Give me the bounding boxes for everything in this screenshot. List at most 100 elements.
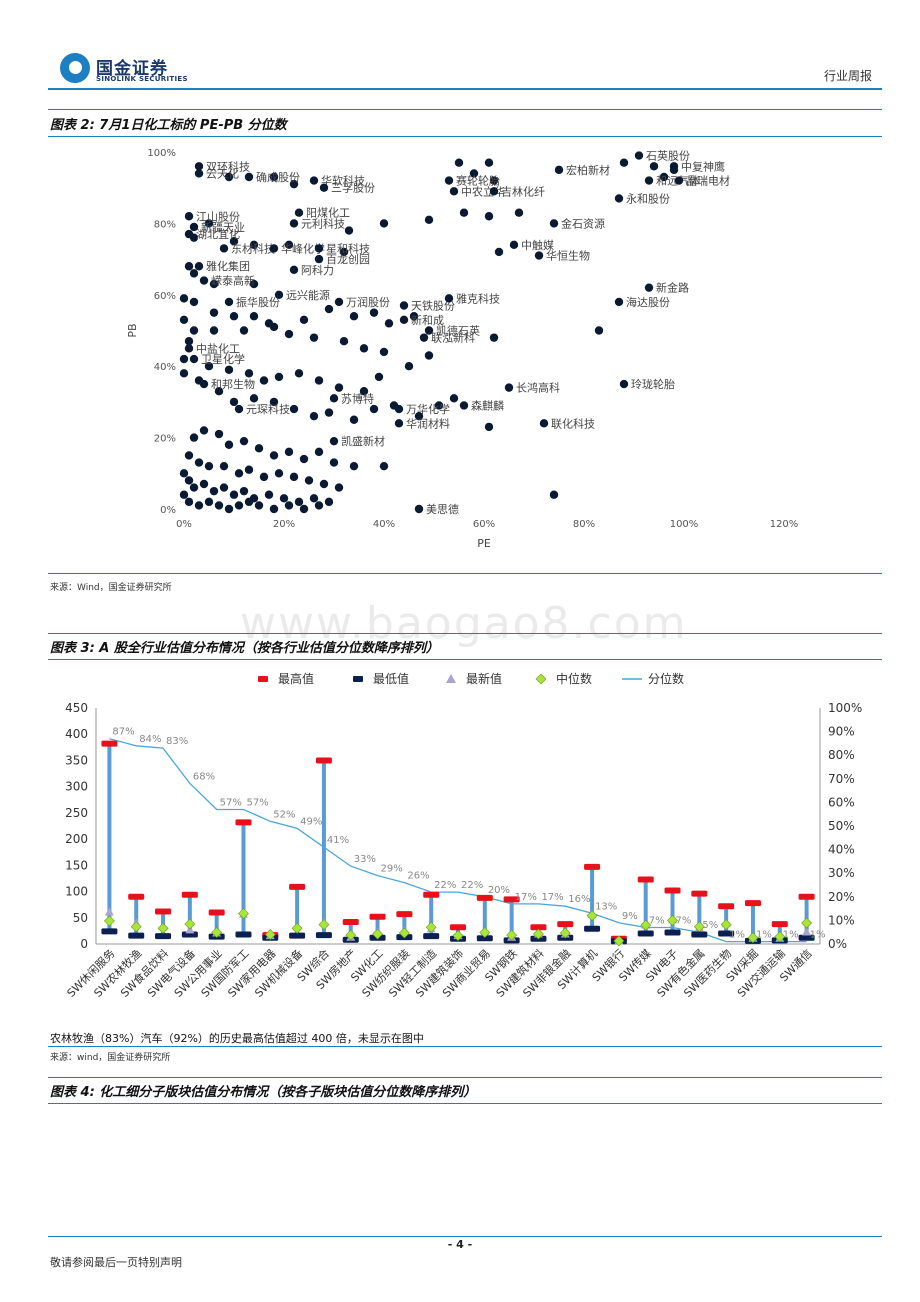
range-bar	[107, 743, 112, 932]
percentile-label: 13%	[595, 901, 617, 912]
percentile-label: 29%	[381, 864, 403, 875]
fig4-title-rule	[48, 1103, 882, 1104]
scatter-point	[189, 222, 199, 232]
point-label: 新金路	[656, 281, 689, 295]
scatter-point	[239, 326, 249, 335]
max-marker	[369, 913, 386, 920]
fig4-top-rule	[48, 1077, 882, 1078]
scatter-point	[359, 386, 369, 396]
scatter-point	[324, 304, 334, 314]
scatter-point	[184, 344, 194, 353]
x-axis-label: PE	[477, 537, 491, 550]
header-rule	[48, 88, 882, 90]
scatter-point	[269, 172, 279, 182]
point-label: 云天化	[206, 166, 239, 180]
range-bar	[375, 916, 380, 938]
scatter-point	[444, 176, 454, 185]
min-marker	[584, 925, 601, 932]
max-marker	[450, 924, 466, 931]
scatter-point	[214, 386, 224, 396]
scatter-point	[254, 501, 264, 510]
max-marker	[557, 921, 574, 928]
min-marker	[423, 933, 440, 940]
max-marker	[423, 891, 440, 898]
point-label: 长鸿高科	[516, 381, 560, 395]
percentile-label: 1%	[729, 930, 745, 941]
percentile-label: 17%	[515, 892, 537, 903]
scatter-point	[649, 162, 659, 171]
percentile-label: 9%	[622, 911, 638, 922]
y-right-tick-label: 30%	[828, 866, 855, 880]
scatter-point	[314, 254, 324, 264]
median-marker	[425, 921, 437, 933]
pe-pb-scatter-chart: 0% 20% 40% 60% 80% 100% 0% 20% 40% 60% 80% 100% 120%…	[126, 148, 798, 550]
percentile-label: 87%	[112, 727, 134, 738]
scatter-point	[489, 176, 499, 185]
y-tick-label: 80%	[154, 219, 176, 230]
scatter-point	[339, 247, 349, 257]
scatter-point	[434, 401, 444, 410]
min-marker	[637, 930, 654, 937]
median-marker	[345, 929, 357, 941]
scatter-point	[454, 158, 464, 167]
scatter-point	[534, 251, 544, 260]
scatter-point	[244, 497, 254, 507]
y-left-tick-label: 450	[65, 701, 88, 715]
scatter-point	[224, 172, 234, 182]
range-bar	[429, 894, 434, 937]
scatter-point	[324, 408, 334, 417]
scatter-point	[549, 219, 559, 228]
scatter-point	[414, 411, 424, 421]
scatter-point	[194, 169, 204, 178]
max-marker	[691, 890, 708, 897]
scatter-point	[184, 476, 194, 485]
range-bar	[643, 879, 648, 934]
legend-label: 分位数	[648, 671, 684, 686]
scatter-point	[194, 501, 204, 510]
percentile-label: 1%	[810, 930, 826, 941]
scatter-point	[284, 329, 294, 339]
scatter-point	[269, 504, 279, 514]
scatter-point	[199, 479, 209, 489]
scatter-point	[184, 229, 194, 239]
legend-label: 最高值	[278, 671, 314, 686]
report-type: 行业周报	[823, 69, 872, 83]
scatter-point	[199, 276, 209, 285]
scatter-point	[249, 240, 259, 250]
scatter-point	[299, 315, 309, 324]
scatter-point	[309, 494, 319, 503]
percentile-label: 83%	[166, 736, 188, 747]
max-marker	[208, 909, 225, 916]
y-left-tick-label: 100	[65, 885, 88, 899]
median-marker	[372, 928, 383, 940]
point-label: 万华化学	[406, 402, 450, 416]
x-tick-label: 60%	[473, 519, 495, 530]
scatter-point	[424, 351, 434, 360]
median-marker	[238, 908, 249, 920]
max-marker	[718, 903, 735, 910]
point-label: 元利科技	[301, 216, 345, 230]
percentile-line	[109, 738, 807, 943]
scatter-point	[329, 458, 339, 467]
point-label: 阳煤化工	[306, 206, 350, 220]
min-marker	[155, 933, 172, 940]
scatter-point	[489, 333, 499, 342]
company-name-en: SINOLINK SECURITIES	[96, 75, 188, 83]
percentile-label: 68%	[193, 772, 215, 783]
point-label: 永和股份	[626, 191, 670, 205]
percentile-label: 17%	[541, 892, 563, 903]
scatter-point	[484, 212, 494, 221]
point-label: 宏柏新材	[566, 163, 610, 177]
scatter-point	[224, 365, 234, 374]
scatter-point	[614, 297, 624, 307]
scatter-point	[659, 172, 669, 182]
min-marker	[798, 934, 815, 941]
point-label: 天铁股份	[411, 300, 455, 313]
scatter-point	[399, 315, 409, 324]
percentile-label: 52%	[273, 809, 295, 820]
max-marker	[101, 740, 118, 747]
latest-marker	[104, 907, 114, 916]
fig3-top-rule	[48, 633, 882, 634]
scatter-point	[314, 244, 324, 253]
scatter-point	[209, 486, 219, 496]
